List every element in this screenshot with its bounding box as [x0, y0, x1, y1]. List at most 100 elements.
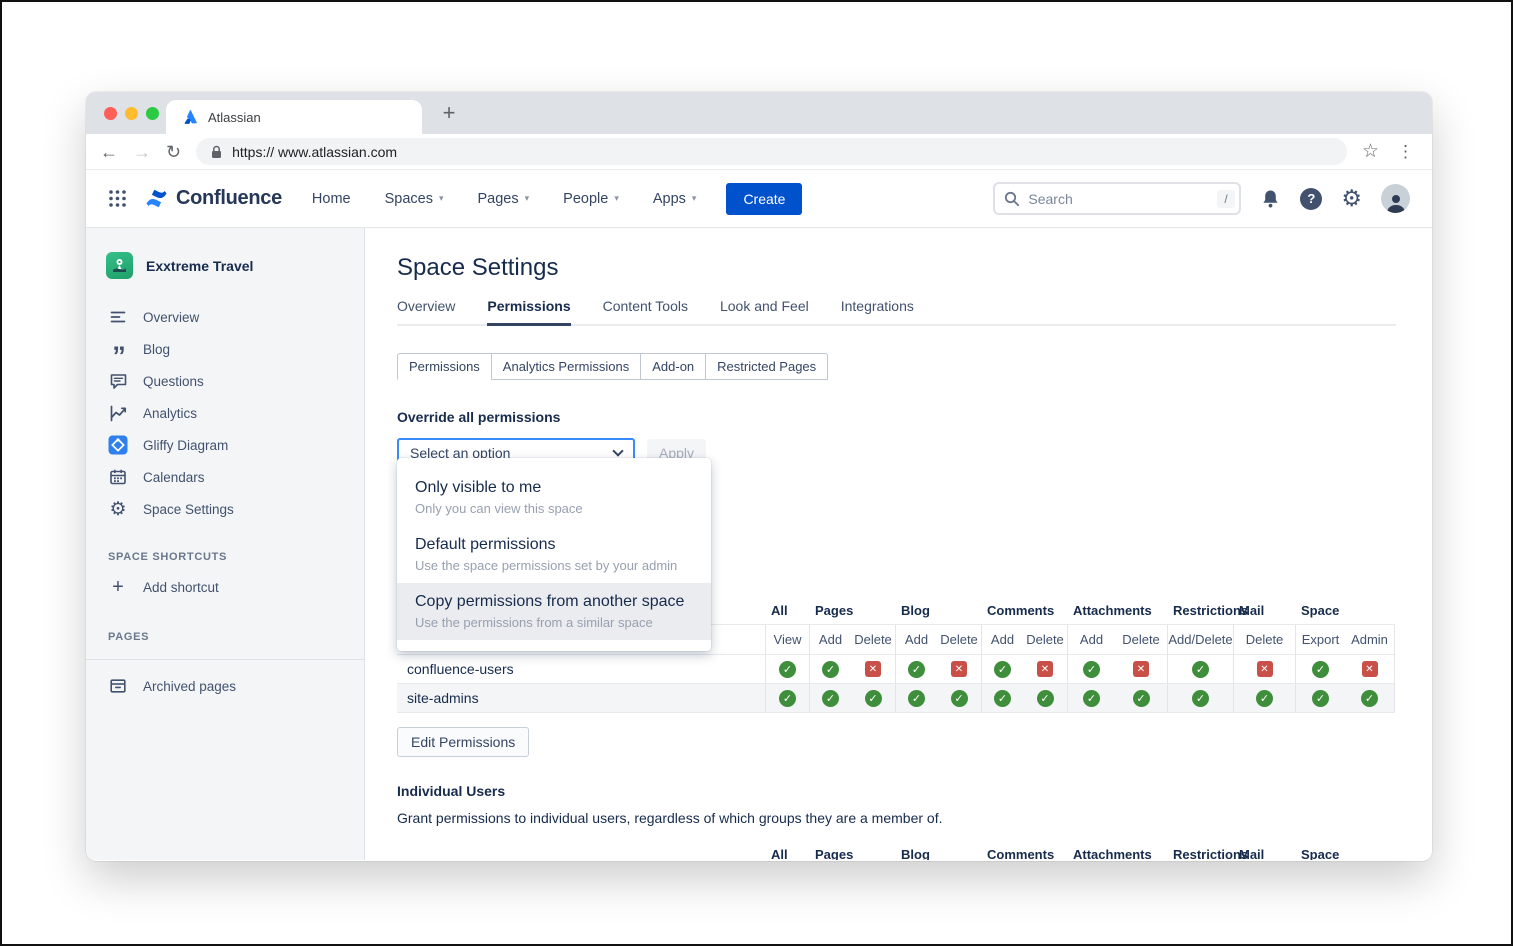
edit-permissions-button[interactable]: Edit Permissions: [397, 727, 530, 757]
permission-allowed-icon: ✓: [765, 684, 809, 713]
select-value: Select an option: [410, 445, 511, 461]
permission-allowed-icon: ✓: [981, 684, 1023, 713]
nav-item-pages[interactable]: Pages ▾: [478, 191, 530, 207]
option-description: Use the permissions from a similar space: [415, 615, 653, 630]
sidebar-item-archived-pages[interactable]: Archived pages: [86, 670, 364, 702]
nav-label: Apps: [652, 190, 686, 207]
bookmark-star-icon[interactable]: ☆: [1361, 141, 1379, 162]
column-pages-delete: Delete: [851, 625, 895, 655]
space-header[interactable]: Exxtreme Travel: [86, 252, 364, 279]
confluence-header: Confluence Home Spaces ▾ Pages ▾ People ▾ Apps ▾…: [86, 170, 1432, 228]
dropdown-option-default-permissions[interactable]: Default permissions Use the space permiss…: [397, 526, 711, 583]
zoom-window-button[interactable]: [146, 107, 159, 120]
atlassian-favicon-icon: [182, 109, 198, 125]
address-bar[interactable]: https:// www.atlassian.com: [196, 138, 1347, 165]
user-avatar[interactable]: [1381, 184, 1410, 213]
add-shortcut-label: Add shortcut: [143, 579, 219, 595]
option-description: Use the space permissions set by your ad…: [415, 558, 678, 573]
chevron-down-icon: ▾: [524, 193, 530, 203]
column-attachments-delete: Delete: [1115, 625, 1167, 655]
notifications-bell-icon[interactable]: [1260, 188, 1281, 210]
column-group-blog: Blog: [895, 598, 981, 625]
nav-item-spaces[interactable]: Spaces ▾: [385, 191, 444, 207]
search-input[interactable]: [1028, 190, 1210, 207]
column-group-pages: Pages: [809, 598, 895, 625]
tab-content-tools[interactable]: Content Tools: [602, 298, 688, 314]
tab-look-and-feel[interactable]: Look and Feel: [719, 298, 809, 314]
subtab-restricted-pages[interactable]: Restricted Pages: [705, 353, 829, 380]
permission-row-name: confluence-users: [397, 655, 765, 684]
permissions-subtabs: Permissions Analytics Permissions Add-on Re…: [397, 353, 1396, 380]
refresh-icon[interactable]: ↻: [166, 141, 182, 162]
column-group-mail: Mail: [1233, 598, 1295, 625]
sidebar-item-calendars[interactable]: Calendars: [86, 461, 364, 493]
new-tab-button[interactable]: +: [442, 100, 456, 125]
questions-icon: [108, 372, 128, 391]
back-icon[interactable]: ←: [100, 141, 118, 162]
search-box[interactable]: /: [993, 182, 1242, 215]
app-body: Exxtreme Travel Overview ” Blog Questions An…: [86, 228, 1432, 860]
column-group-blog: Blog: [895, 842, 981, 860]
permission-allowed-icon: ✓: [1233, 684, 1295, 713]
column-restrictions-add-delete: Add/Delete: [1167, 625, 1233, 655]
analytics-icon: [108, 404, 128, 423]
nav-label: Home: [311, 190, 351, 207]
space-name: Exxtreme Travel: [146, 257, 254, 274]
nav-item-apps[interactable]: Apps ▾: [653, 191, 697, 207]
tab-integrations[interactable]: Integrations: [840, 298, 914, 314]
minimize-window-button[interactable]: [125, 107, 138, 120]
permission-denied-icon: ✕: [1345, 655, 1395, 684]
help-icon[interactable]: ?: [1300, 187, 1323, 210]
close-window-button[interactable]: [104, 107, 117, 120]
subtab-analytics-permissions[interactable]: Analytics Permissions: [490, 353, 642, 380]
table-subheader-spacer: [397, 625, 765, 655]
browser-menu-icon[interactable]: ⋮: [1397, 142, 1414, 161]
search-icon: [1004, 191, 1020, 207]
sidebar-item-label: Questions: [143, 373, 204, 389]
confluence-logo[interactable]: Confluence: [145, 187, 282, 210]
permission-denied-icon: ✕: [851, 655, 895, 684]
column-group-restrictions: Restrictions: [1167, 842, 1248, 860]
permission-allowed-icon: ✓: [895, 655, 937, 684]
sidebar-item-space-settings[interactable]: ⚙ Space Settings: [86, 493, 364, 525]
sidebar-item-analytics[interactable]: Analytics: [86, 397, 364, 429]
nav-item-people[interactable]: People ▾: [563, 191, 619, 207]
dropdown-option-only-visible-to-me[interactable]: Only visible to me Only you can view this…: [397, 469, 711, 526]
forward-icon[interactable]: →: [133, 141, 151, 162]
sidebar-item-label: Calendars: [143, 469, 205, 485]
dropdown-option-copy-permissions-from-another-space[interactable]: Copy permissions from another space Use t…: [397, 583, 711, 640]
blog-icon: ”: [112, 341, 125, 371]
browser-tab[interactable]: Atlassian: [166, 100, 422, 134]
archived-pages-label: Archived pages: [143, 678, 237, 694]
permission-allowed-icon: ✓: [1167, 655, 1233, 684]
settings-gear-icon[interactable]: ⚙: [1341, 185, 1362, 211]
browser-urlbar: ← → ↻ https:// www.atlassian.com ☆ ⋮: [86, 134, 1432, 170]
sidebar-item-gliffy-diagram[interactable]: Gliffy Diagram: [86, 429, 364, 461]
archive-box-icon: [108, 677, 128, 695]
permission-allowed-icon: ✓: [1167, 684, 1233, 713]
window-controls: [104, 107, 159, 120]
column-all-view: View: [765, 625, 809, 655]
sidebar-item-add-shortcut[interactable]: + Add shortcut: [86, 571, 364, 603]
tab-overview[interactable]: Overview: [397, 298, 456, 314]
create-button[interactable]: Create: [726, 182, 803, 215]
column-group-all: All: [765, 598, 809, 625]
space-sidebar: Exxtreme Travel Overview ” Blog Questions An…: [86, 228, 365, 860]
column-comments-add: Add: [981, 625, 1023, 655]
sidebar-item-overview[interactable]: Overview: [86, 301, 364, 333]
column-group-comments: Comments: [981, 842, 1067, 860]
individual-users-description: Grant permissions to individual users, r…: [397, 810, 943, 826]
nav-item-home[interactable]: Home: [312, 191, 351, 207]
permission-allowed-icon: ✓: [851, 684, 895, 713]
permission-allowed-icon: ✓: [1295, 684, 1345, 713]
tab-permissions[interactable]: Permissions: [487, 298, 571, 326]
app-switcher-icon[interactable]: [108, 189, 127, 208]
nav-label: Spaces: [384, 190, 433, 207]
sidebar-item-questions[interactable]: Questions: [86, 365, 364, 397]
subtab-permissions[interactable]: Permissions: [397, 353, 492, 380]
sidebar-item-blog[interactable]: ” Blog: [86, 333, 364, 371]
permission-allowed-icon: ✓: [1345, 684, 1395, 713]
subtab-add-on[interactable]: Add-on: [640, 353, 707, 380]
space-settings-tabs: Overview Permissions Content Tools Look and…: [397, 298, 1396, 326]
